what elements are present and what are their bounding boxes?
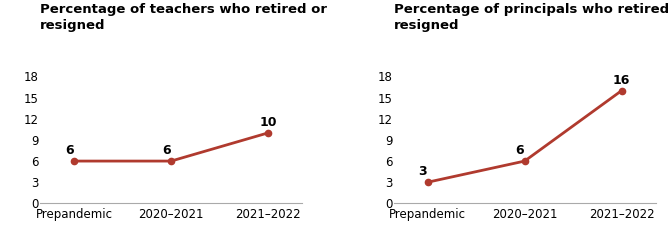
Text: 10: 10	[260, 116, 277, 129]
Text: 6: 6	[65, 144, 74, 157]
Text: 16: 16	[613, 74, 630, 87]
Text: Percentage of teachers who retired or
resigned: Percentage of teachers who retired or re…	[40, 3, 327, 32]
Text: 6: 6	[162, 144, 171, 157]
Text: 3: 3	[419, 165, 427, 178]
Text: Percentage of principals who retired or
resigned: Percentage of principals who retired or …	[394, 3, 669, 32]
Text: 6: 6	[516, 144, 524, 157]
